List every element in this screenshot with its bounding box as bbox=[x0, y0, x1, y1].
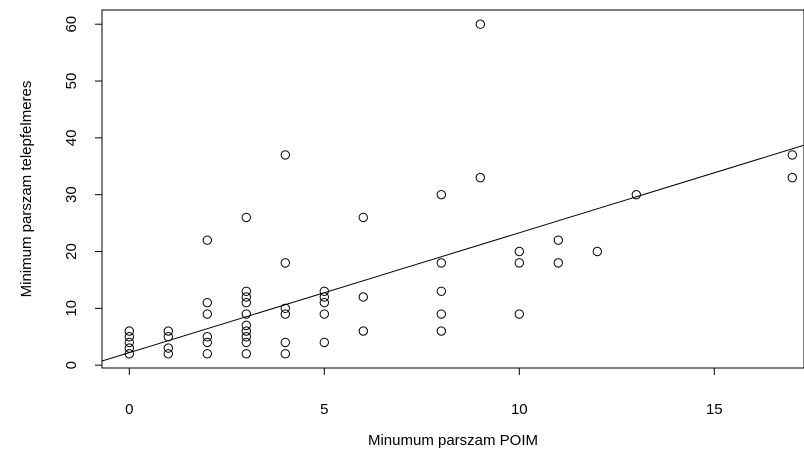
data-point bbox=[787, 172, 797, 183]
data-point bbox=[163, 343, 174, 353]
data-point bbox=[124, 343, 135, 353]
data-point bbox=[319, 297, 329, 308]
data-point bbox=[436, 258, 446, 268]
data-point bbox=[124, 326, 135, 336]
data-point bbox=[241, 326, 252, 336]
plot-frame bbox=[101, 9, 804, 369]
x-tick-label: 10 bbox=[511, 401, 528, 418]
x-tick-label: 5 bbox=[320, 401, 328, 418]
data-point bbox=[436, 309, 446, 319]
data-point bbox=[202, 297, 213, 308]
x-axis-label: Minumum parszam POIM bbox=[368, 432, 538, 449]
data-point bbox=[436, 189, 446, 200]
data-point bbox=[241, 292, 252, 302]
data-point bbox=[163, 349, 174, 359]
x-tick-label: 15 bbox=[706, 401, 723, 418]
data-point bbox=[280, 349, 290, 359]
x-tick-label: 0 bbox=[125, 401, 133, 418]
data-point bbox=[436, 326, 446, 336]
data-point bbox=[358, 292, 368, 302]
data-point bbox=[202, 309, 213, 319]
data-point bbox=[514, 258, 524, 268]
data-point bbox=[553, 235, 563, 245]
data-point bbox=[319, 337, 329, 348]
data-point bbox=[241, 286, 252, 296]
y-tick-label: 60 bbox=[63, 16, 80, 33]
data-point bbox=[202, 349, 213, 359]
data-point bbox=[436, 286, 446, 296]
data-point bbox=[241, 320, 252, 331]
data-point bbox=[241, 332, 252, 342]
data-point bbox=[475, 19, 485, 29]
y-tick-label: 40 bbox=[63, 130, 80, 147]
data-point bbox=[514, 246, 524, 257]
data-point bbox=[358, 212, 368, 223]
data-point bbox=[475, 172, 485, 183]
y-axis: 0 10 20 30 40 50 60 bbox=[63, 16, 102, 369]
data-point bbox=[241, 337, 252, 348]
data-point bbox=[280, 258, 290, 268]
data-point bbox=[202, 235, 213, 245]
data-point bbox=[241, 297, 252, 308]
data-point bbox=[358, 326, 368, 336]
data-point bbox=[514, 309, 524, 319]
data-point bbox=[280, 150, 290, 160]
y-axis-label: Minimum parszam telepfelmeres bbox=[18, 81, 35, 298]
data-point bbox=[787, 150, 797, 160]
y-tick-label: 0 bbox=[63, 361, 80, 369]
data-point bbox=[280, 303, 290, 314]
data-point bbox=[319, 309, 329, 319]
data-point bbox=[319, 286, 329, 296]
data-point bbox=[592, 246, 602, 257]
y-tick-label: 20 bbox=[63, 243, 80, 260]
data-point bbox=[124, 349, 135, 359]
data-point bbox=[319, 292, 329, 302]
data-point bbox=[163, 332, 174, 342]
regression-line bbox=[102, 144, 804, 362]
x-axis: 0 5 10 15 bbox=[125, 368, 723, 418]
y-tick-label: 30 bbox=[63, 186, 80, 203]
data-point bbox=[280, 309, 290, 319]
y-tick-label: 50 bbox=[63, 73, 80, 90]
data-point bbox=[202, 332, 213, 342]
data-point bbox=[124, 337, 135, 348]
data-point bbox=[202, 337, 213, 348]
data-point bbox=[553, 258, 563, 268]
y-tick-label: 10 bbox=[63, 300, 80, 317]
data-point bbox=[124, 332, 135, 342]
data-point bbox=[163, 326, 174, 336]
data-point bbox=[631, 189, 641, 200]
data-point bbox=[241, 349, 252, 359]
data-point bbox=[280, 337, 290, 348]
data-point bbox=[241, 212, 252, 223]
data-point bbox=[241, 309, 252, 319]
